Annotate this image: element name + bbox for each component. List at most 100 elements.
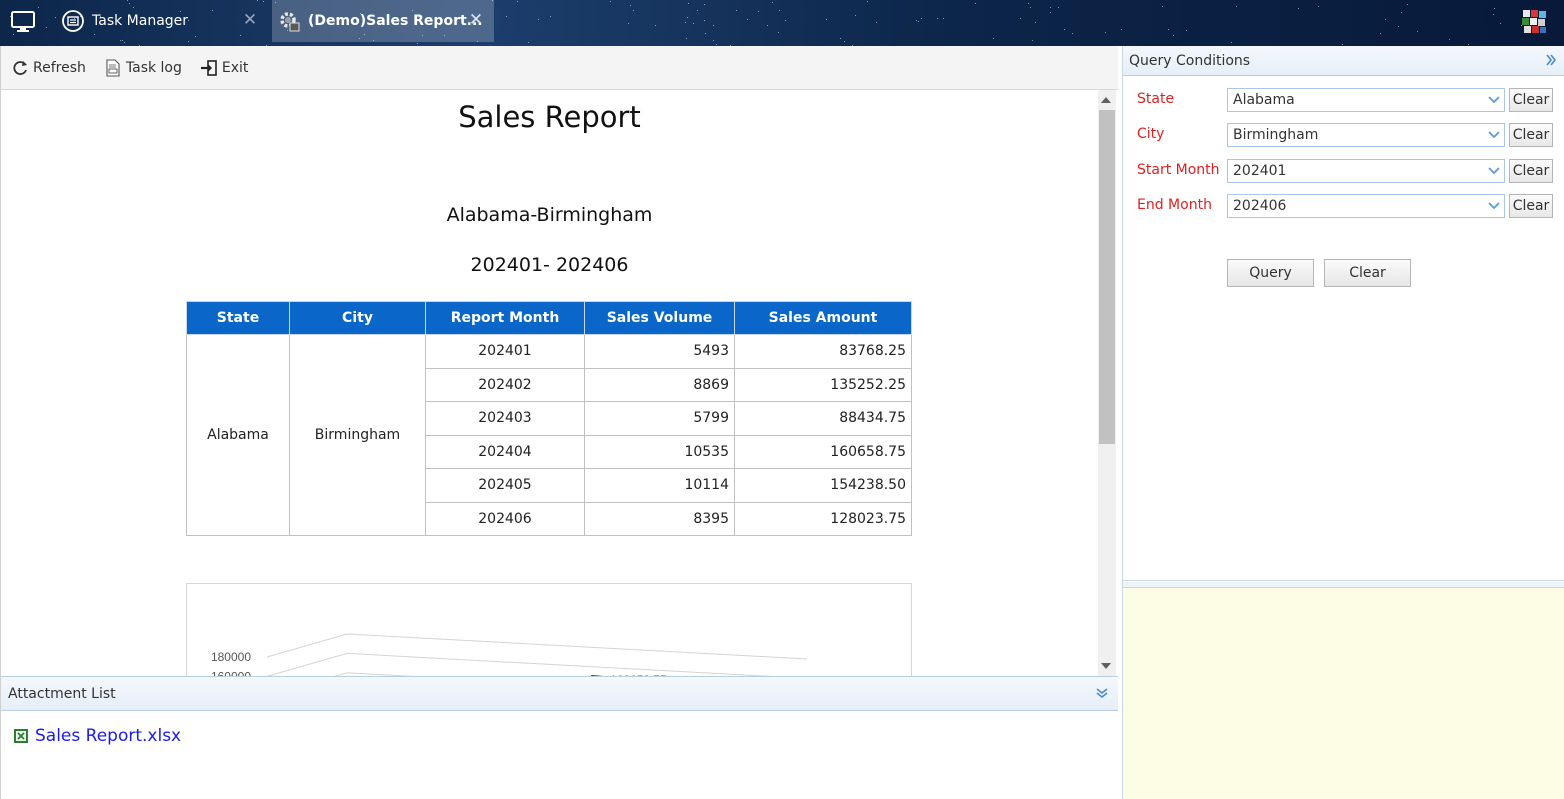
report-subtitle: Alabama-Birmingham (446, 204, 653, 226)
scroll-down-icon[interactable] (1101, 663, 1111, 669)
end-month-select[interactable]: 202406 (1227, 194, 1505, 218)
query-form: State Alabama Clear City Birmingham Clea… (1123, 76, 1564, 581)
close-icon[interactable]: ✕ (242, 10, 258, 30)
star-decoration (538, 19, 539, 20)
star-decoration (1186, 30, 1187, 31)
desktop-icon[interactable] (10, 10, 38, 34)
app-logo-icon[interactable] (1520, 8, 1548, 36)
star-decoration (257, 0, 258, 1)
chevron-down-icon[interactable] (1484, 124, 1504, 146)
refresh-label: Refresh (33, 59, 86, 76)
attachment-list: Sales Report.xlsx (1, 711, 1118, 799)
clear-city-button[interactable]: Clear (1509, 123, 1553, 147)
star-decoration (38, 7, 39, 8)
gridline (334, 672, 416, 676)
attachment-link[interactable]: Sales Report.xlsx (13, 726, 181, 746)
star-decoration (693, 23, 694, 24)
state-select[interactable]: Alabama (1227, 88, 1505, 112)
month-cell: 202402 (425, 367, 585, 402)
star-decoration (1236, 6, 1237, 7)
attachment-name: Sales Report.xlsx (35, 726, 182, 746)
star-decoration (100, 16, 101, 17)
star-decoration (1121, 29, 1122, 30)
start-month-label: Start Month (1137, 162, 1220, 178)
table-row: 202404 10535 160658.75 (187, 434, 912, 469)
collapse-icon[interactable] (1096, 687, 1108, 703)
star-decoration (195, 36, 196, 37)
exit-button[interactable]: Exit (200, 59, 248, 77)
city-select[interactable]: Birmingham (1227, 123, 1505, 147)
star-decoration (704, 20, 705, 21)
scroll-up-icon[interactable] (1101, 97, 1111, 103)
query-row-city: City Birmingham Clear (1123, 123, 1564, 147)
clear-all-button[interactable]: Clear (1324, 259, 1411, 287)
volume-cell: 10535 (584, 434, 735, 469)
star-decoration (713, 40, 714, 41)
task-log-button[interactable]: Task log (104, 58, 182, 77)
vertical-scrollbar[interactable] (1098, 90, 1116, 676)
star-decoration (630, 5, 631, 6)
star-decoration (1231, 42, 1232, 43)
star-decoration (688, 3, 689, 4)
star-decoration (844, 41, 845, 42)
collapse-right-icon[interactable] (1545, 52, 1557, 70)
star-decoration (716, 44, 717, 45)
clear-start-month-button[interactable]: Clear (1509, 159, 1553, 183)
star-decoration (550, 16, 551, 17)
star-decoration (1105, 32, 1106, 33)
chevron-down-icon[interactable] (1484, 89, 1504, 111)
start-month-select[interactable]: 202401 (1227, 159, 1505, 183)
volume-cell: 8869 (584, 367, 735, 402)
state-cell: Alabama (186, 334, 290, 536)
star-decoration (993, 38, 994, 39)
chevron-down-icon[interactable] (1484, 195, 1504, 217)
gridline (266, 652, 773, 676)
scrollbar-thumb[interactable] (1099, 110, 1115, 444)
star-decoration (528, 42, 529, 43)
tab-sales-report[interactable]: (Demo)Sales Report... ✕ (272, 0, 494, 42)
sales-chart: 12000014000016000018000083768.25135252.2… (186, 583, 912, 676)
star-decoration (1035, 22, 1036, 23)
tab-label: Task Manager (92, 13, 189, 29)
close-icon[interactable]: ✕ (468, 10, 484, 30)
volume-cell: 8395 (584, 501, 735, 536)
end-month-value: 202406 (1233, 198, 1287, 214)
star-decoration (686, 38, 687, 39)
star-decoration (263, 1, 264, 2)
clear-state-button[interactable]: Clear (1509, 88, 1553, 112)
star-decoration (1173, 35, 1174, 36)
sales-table: State City Report Month Sales Volume Sal… (186, 301, 912, 536)
query-panel-header: Query Conditions (1123, 46, 1564, 76)
refresh-button[interactable]: Refresh (11, 59, 86, 77)
star-decoration (13, 34, 14, 35)
amount-cell: 128023.75 (734, 501, 912, 536)
attachment-list-header: Attactment List (1, 676, 1118, 711)
star-decoration (1449, 39, 1450, 40)
star-decoration (1050, 12, 1051, 13)
star-decoration (417, 43, 418, 44)
star-decoration (437, 22, 438, 23)
clear-end-month-button[interactable]: Clear (1509, 194, 1553, 218)
star-decoration (855, 15, 856, 16)
panel-splitter[interactable] (1123, 582, 1564, 588)
star-decoration (373, 40, 374, 41)
star-decoration (188, 41, 189, 42)
chevron-down-icon[interactable] (1484, 160, 1504, 182)
star-decoration (713, 25, 714, 26)
star-decoration (127, 0, 128, 1)
star-decoration (1398, 26, 1399, 27)
tab-task-manager[interactable]: Task Manager ✕ (56, 0, 268, 42)
star-decoration (477, 41, 478, 42)
star-decoration (628, 23, 629, 24)
star-decoration (444, 35, 445, 36)
query-button[interactable]: Query (1227, 259, 1314, 287)
star-decoration (212, 10, 213, 11)
star-decoration (610, 1, 611, 2)
table-row: Alabama Birmingham 202401 5493 83768.25 (186, 334, 912, 536)
star-decoration (94, 34, 95, 35)
star-decoration (55, 17, 56, 18)
report-period: 202401- 202406 (470, 254, 629, 276)
excel-file-icon (14, 729, 28, 743)
star-decoration (74, 18, 75, 19)
star-decoration (937, 18, 938, 19)
